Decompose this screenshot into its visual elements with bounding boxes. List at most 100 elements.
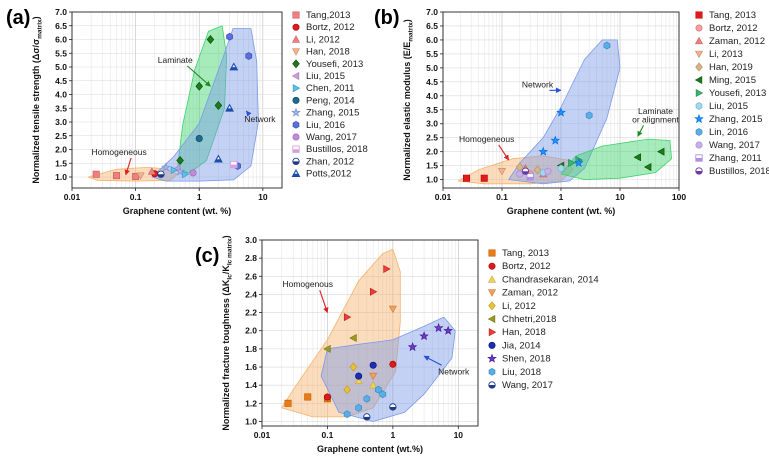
legend-marker — [292, 59, 300, 69]
legend-marker — [292, 11, 300, 19]
data-point — [363, 413, 371, 421]
legend-label: Zaman, 2012 — [502, 288, 558, 299]
x-tick-label: 0.1 — [496, 192, 508, 202]
chart-panel-3: (c) Homogenous Network 0.01 0.1 1 10 1.0 1.2 1.4 1… — [195, 235, 599, 454]
series-peng-2014 — [195, 135, 203, 143]
legend: Tang, 2013 Bortz, 2012 Chandrasekaran, 201… — [487, 248, 599, 391]
data-point — [323, 344, 331, 353]
y-tick-label: 4.0 — [55, 90, 67, 100]
legend-marker — [291, 71, 300, 81]
data-point — [550, 135, 560, 145]
annotation-label: Homogeneous — [91, 147, 146, 157]
legend-label: Li, 2012 — [502, 301, 536, 312]
x-tick-label: 0.01 — [254, 430, 271, 440]
y-tick-label: 5.0 — [426, 63, 438, 73]
annotation-arrow — [423, 355, 442, 366]
annotation-label: Homogeneous — [459, 134, 514, 144]
x-tick-label: 1 — [197, 192, 202, 202]
legend-label: Tang, 2013 — [709, 10, 756, 21]
y-tick-label: 3.0 — [245, 235, 257, 245]
legend-marker — [695, 88, 704, 98]
y-tick-label: 1.0 — [245, 416, 257, 426]
legend-label: Bustillos, 2018 — [306, 144, 368, 155]
data-point — [343, 385, 351, 395]
data-point — [389, 360, 397, 368]
x-axis-title: Graphene content (wt.%) — [317, 444, 423, 454]
y-tick-label: 1.0 — [426, 175, 438, 185]
legend-label: Liu, 2018 — [502, 367, 541, 378]
data-point — [383, 265, 391, 274]
marker-fill — [292, 161, 300, 165]
data-point — [225, 103, 235, 112]
marker-fill — [292, 149, 300, 153]
legend-marker — [291, 168, 301, 178]
marker-fill — [226, 108, 234, 112]
y-axis-title-part: Normalized fracture toughness (ΔK — [221, 279, 231, 430]
data-point — [544, 167, 552, 175]
legend-label: Liu, 2016 — [306, 120, 345, 131]
data-point — [245, 52, 253, 60]
series-wang-2017 — [189, 169, 197, 177]
data-point — [585, 111, 593, 120]
series-chandrasekaran-2014 — [354, 376, 378, 389]
data-point — [480, 174, 488, 182]
data-point — [206, 35, 215, 44]
data-point — [195, 81, 203, 91]
x-tick-label: 0.01 — [64, 192, 81, 202]
annotation-arrow — [186, 65, 211, 87]
y-tick-label: 2.5 — [426, 133, 438, 143]
plot-area — [262, 240, 478, 426]
y-axis-title-subscript: Ic matrix — [227, 238, 234, 265]
data-point — [657, 147, 665, 156]
x-axis-title: Graphene content (wt. %) — [123, 206, 232, 216]
region-network — [320, 316, 456, 422]
y-axis-title-part: Normalized elastic modulus (E/E — [402, 42, 412, 181]
x-tick-label: 100 — [672, 192, 686, 202]
legend-label: Potts,2012 — [306, 169, 351, 180]
data-point — [323, 393, 331, 401]
series-lin-2016 — [585, 41, 611, 120]
legend-label: Yousefi, 2013 — [709, 88, 766, 99]
legend-label: Jia, 2014 — [502, 340, 541, 351]
legend-marker — [291, 107, 301, 117]
legend-label: Han, 2019 — [709, 62, 753, 73]
x-tick-label: 0.1 — [130, 192, 142, 202]
y-axis-title: Normalized tensile strength (Δσ/σmatrix) — [31, 16, 44, 183]
data-point — [443, 325, 453, 335]
panel-label: (a) — [6, 7, 30, 29]
series-zhang-2015 — [538, 107, 584, 167]
annotation-arrow — [637, 125, 645, 137]
annotation-arrow — [498, 144, 510, 161]
series-chen-2011 — [170, 166, 190, 179]
legend-marker — [487, 275, 497, 283]
data-point — [633, 153, 641, 162]
data-point — [189, 169, 197, 177]
data-point — [526, 173, 534, 181]
legend-label: Wang, 2017 — [709, 140, 760, 151]
legend-label: Yousefi, 2013 — [306, 59, 363, 70]
y-tick-label: 5.5 — [426, 49, 438, 59]
y-tick-label: 2.4 — [245, 289, 257, 299]
legend-label: Li, 2012 — [306, 34, 340, 45]
data-point — [175, 166, 185, 176]
legend-marker — [694, 113, 704, 124]
y-tick-label: 1.5 — [55, 158, 67, 168]
marker-fill — [389, 406, 397, 411]
legend-label: Liu, 2015 — [709, 101, 748, 112]
legend: Tang, 2013 Bortz, 2012 Zaman, 2012 Li, 2013… — [694, 10, 769, 177]
panel-label: (c) — [195, 245, 219, 267]
y-tick-label: 2.8 — [245, 253, 257, 263]
y-tick-label: 7.0 — [426, 7, 438, 17]
data-point — [176, 156, 184, 165]
data-point — [556, 107, 566, 117]
legend-label: Zhang, 2015 — [709, 114, 762, 125]
data-point — [497, 168, 507, 176]
y-axis-title-part: ) — [402, 19, 412, 22]
y-tick-label: 5.5 — [55, 48, 67, 58]
series-li-2013 — [497, 168, 507, 176]
data-point — [343, 410, 351, 419]
data-point — [419, 331, 429, 341]
series-chhetri-2018 — [323, 333, 357, 353]
annotation-label: Laminate — [158, 55, 193, 65]
data-point — [214, 101, 223, 110]
